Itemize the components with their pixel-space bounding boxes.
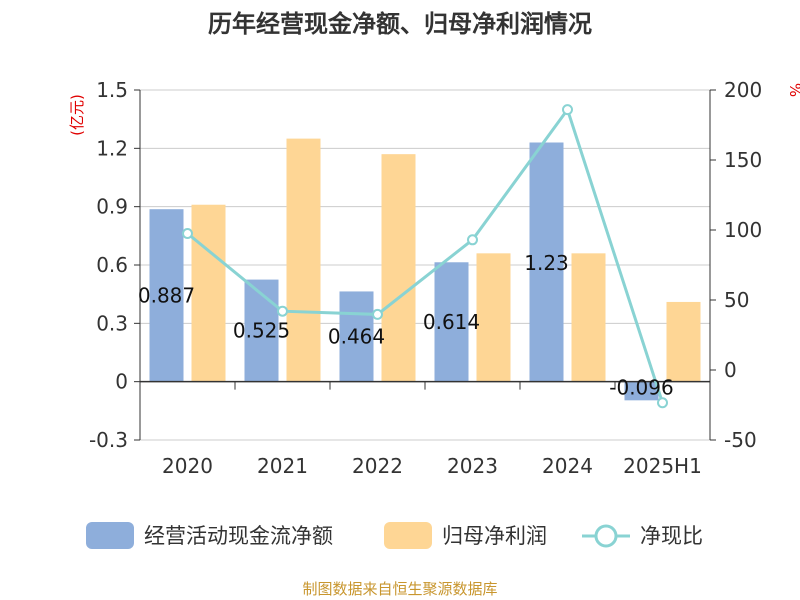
right-axis-tick-label: 50 <box>724 288 749 312</box>
right-axis-tick-label: 200 <box>724 78 762 102</box>
right-axis-tick-label: 150 <box>724 148 762 172</box>
bar-profit-2024 <box>571 253 606 382</box>
right-axis-tick-label: -50 <box>724 428 757 452</box>
x-axis-label-2021: 2021 <box>257 454 308 478</box>
ratio-point-2025H1 <box>657 397 668 409</box>
bar-profit-2020 <box>191 204 226 382</box>
bars <box>149 138 701 401</box>
ratio-polyline <box>186 106 664 404</box>
ratio-point-2024 <box>562 104 573 116</box>
data-labels: 0.887 0.525 0.464 0.614 1.23 -0.096 <box>138 251 674 400</box>
legend-label-cash: 经营活动现金流净额 <box>144 524 333 548</box>
right-axis-tick-label: 100 <box>724 218 762 242</box>
left-axis-tick-label: 1.5 <box>96 78 128 102</box>
right-axis-tick-label: 0 <box>724 358 737 382</box>
left-axis-tick-label: 0.6 <box>96 253 128 277</box>
bar-profit-2021 <box>286 138 321 382</box>
left-axis-tick-label: 0 <box>115 370 128 394</box>
ratio-point-2021 <box>277 305 288 317</box>
legend-swatch-ratio-marker <box>594 524 618 548</box>
legend-swatch-profit <box>384 522 432 549</box>
ratio-point-2020 <box>182 228 193 239</box>
legend: 经营活动现金流净额 归母净利润 净现比 <box>86 522 703 549</box>
x-axis-label-2022: 2022 <box>352 454 403 478</box>
bar-cash-2024 <box>529 142 564 382</box>
bar-cash-2025H1 <box>624 381 659 401</box>
left-axis-tick-label: 0.9 <box>96 195 128 219</box>
left-axis-tick-label: -0.3 <box>89 428 128 452</box>
ratio-point-2022 <box>372 308 383 320</box>
left-axis-unit: (亿元) <box>68 94 86 136</box>
right-axis-unit: % <box>786 83 800 97</box>
data-label-cash-2022: 0.464 <box>328 325 385 349</box>
x-axis-label-2023: 2023 <box>447 454 498 478</box>
bar-cash-2023 <box>434 262 469 382</box>
legend-label-profit: 归母净利润 <box>442 524 547 548</box>
ratio-point-2023 <box>467 234 478 246</box>
x-axis-label-2020: 2020 <box>162 454 213 478</box>
bar-profit-2025H1 <box>666 301 701 382</box>
left-axis-tick-label: 1.2 <box>96 136 128 160</box>
data-label-cash-2023: 0.614 <box>423 310 480 334</box>
bar-profit-2023 <box>476 253 511 382</box>
x-axis-label-2025H1: 2025H1 <box>623 454 702 478</box>
bar-cash-2020 <box>149 209 184 382</box>
x-axis-label-2024: 2024 <box>542 454 593 478</box>
data-label-cash-2021: 0.525 <box>233 319 290 343</box>
source-note: 制图数据来自恒生聚源数据库 <box>302 580 497 598</box>
bar-cash-2022 <box>339 291 374 382</box>
data-label-cash-2024: 1.23 <box>524 251 569 275</box>
data-label-cash-2020: 0.887 <box>138 283 195 307</box>
legend-label-ratio: 净现比 <box>640 524 703 548</box>
ratio-line <box>182 104 668 409</box>
chart-title: 历年经营现金净额、归母净利润情况 <box>208 10 592 38</box>
bar-profit-2022 <box>381 154 416 382</box>
left-axis-tick-label: 0.3 <box>96 311 128 335</box>
bar-cash-2021 <box>244 279 279 382</box>
axes: 1.5 1.2 0.9 0.6 0.3 0 -0.3 200 150 100 50 0 -50 2020 2… <box>89 78 762 478</box>
data-label-cash-2025H1: -0.096 <box>609 376 673 400</box>
legend-swatch-cash <box>86 522 134 549</box>
